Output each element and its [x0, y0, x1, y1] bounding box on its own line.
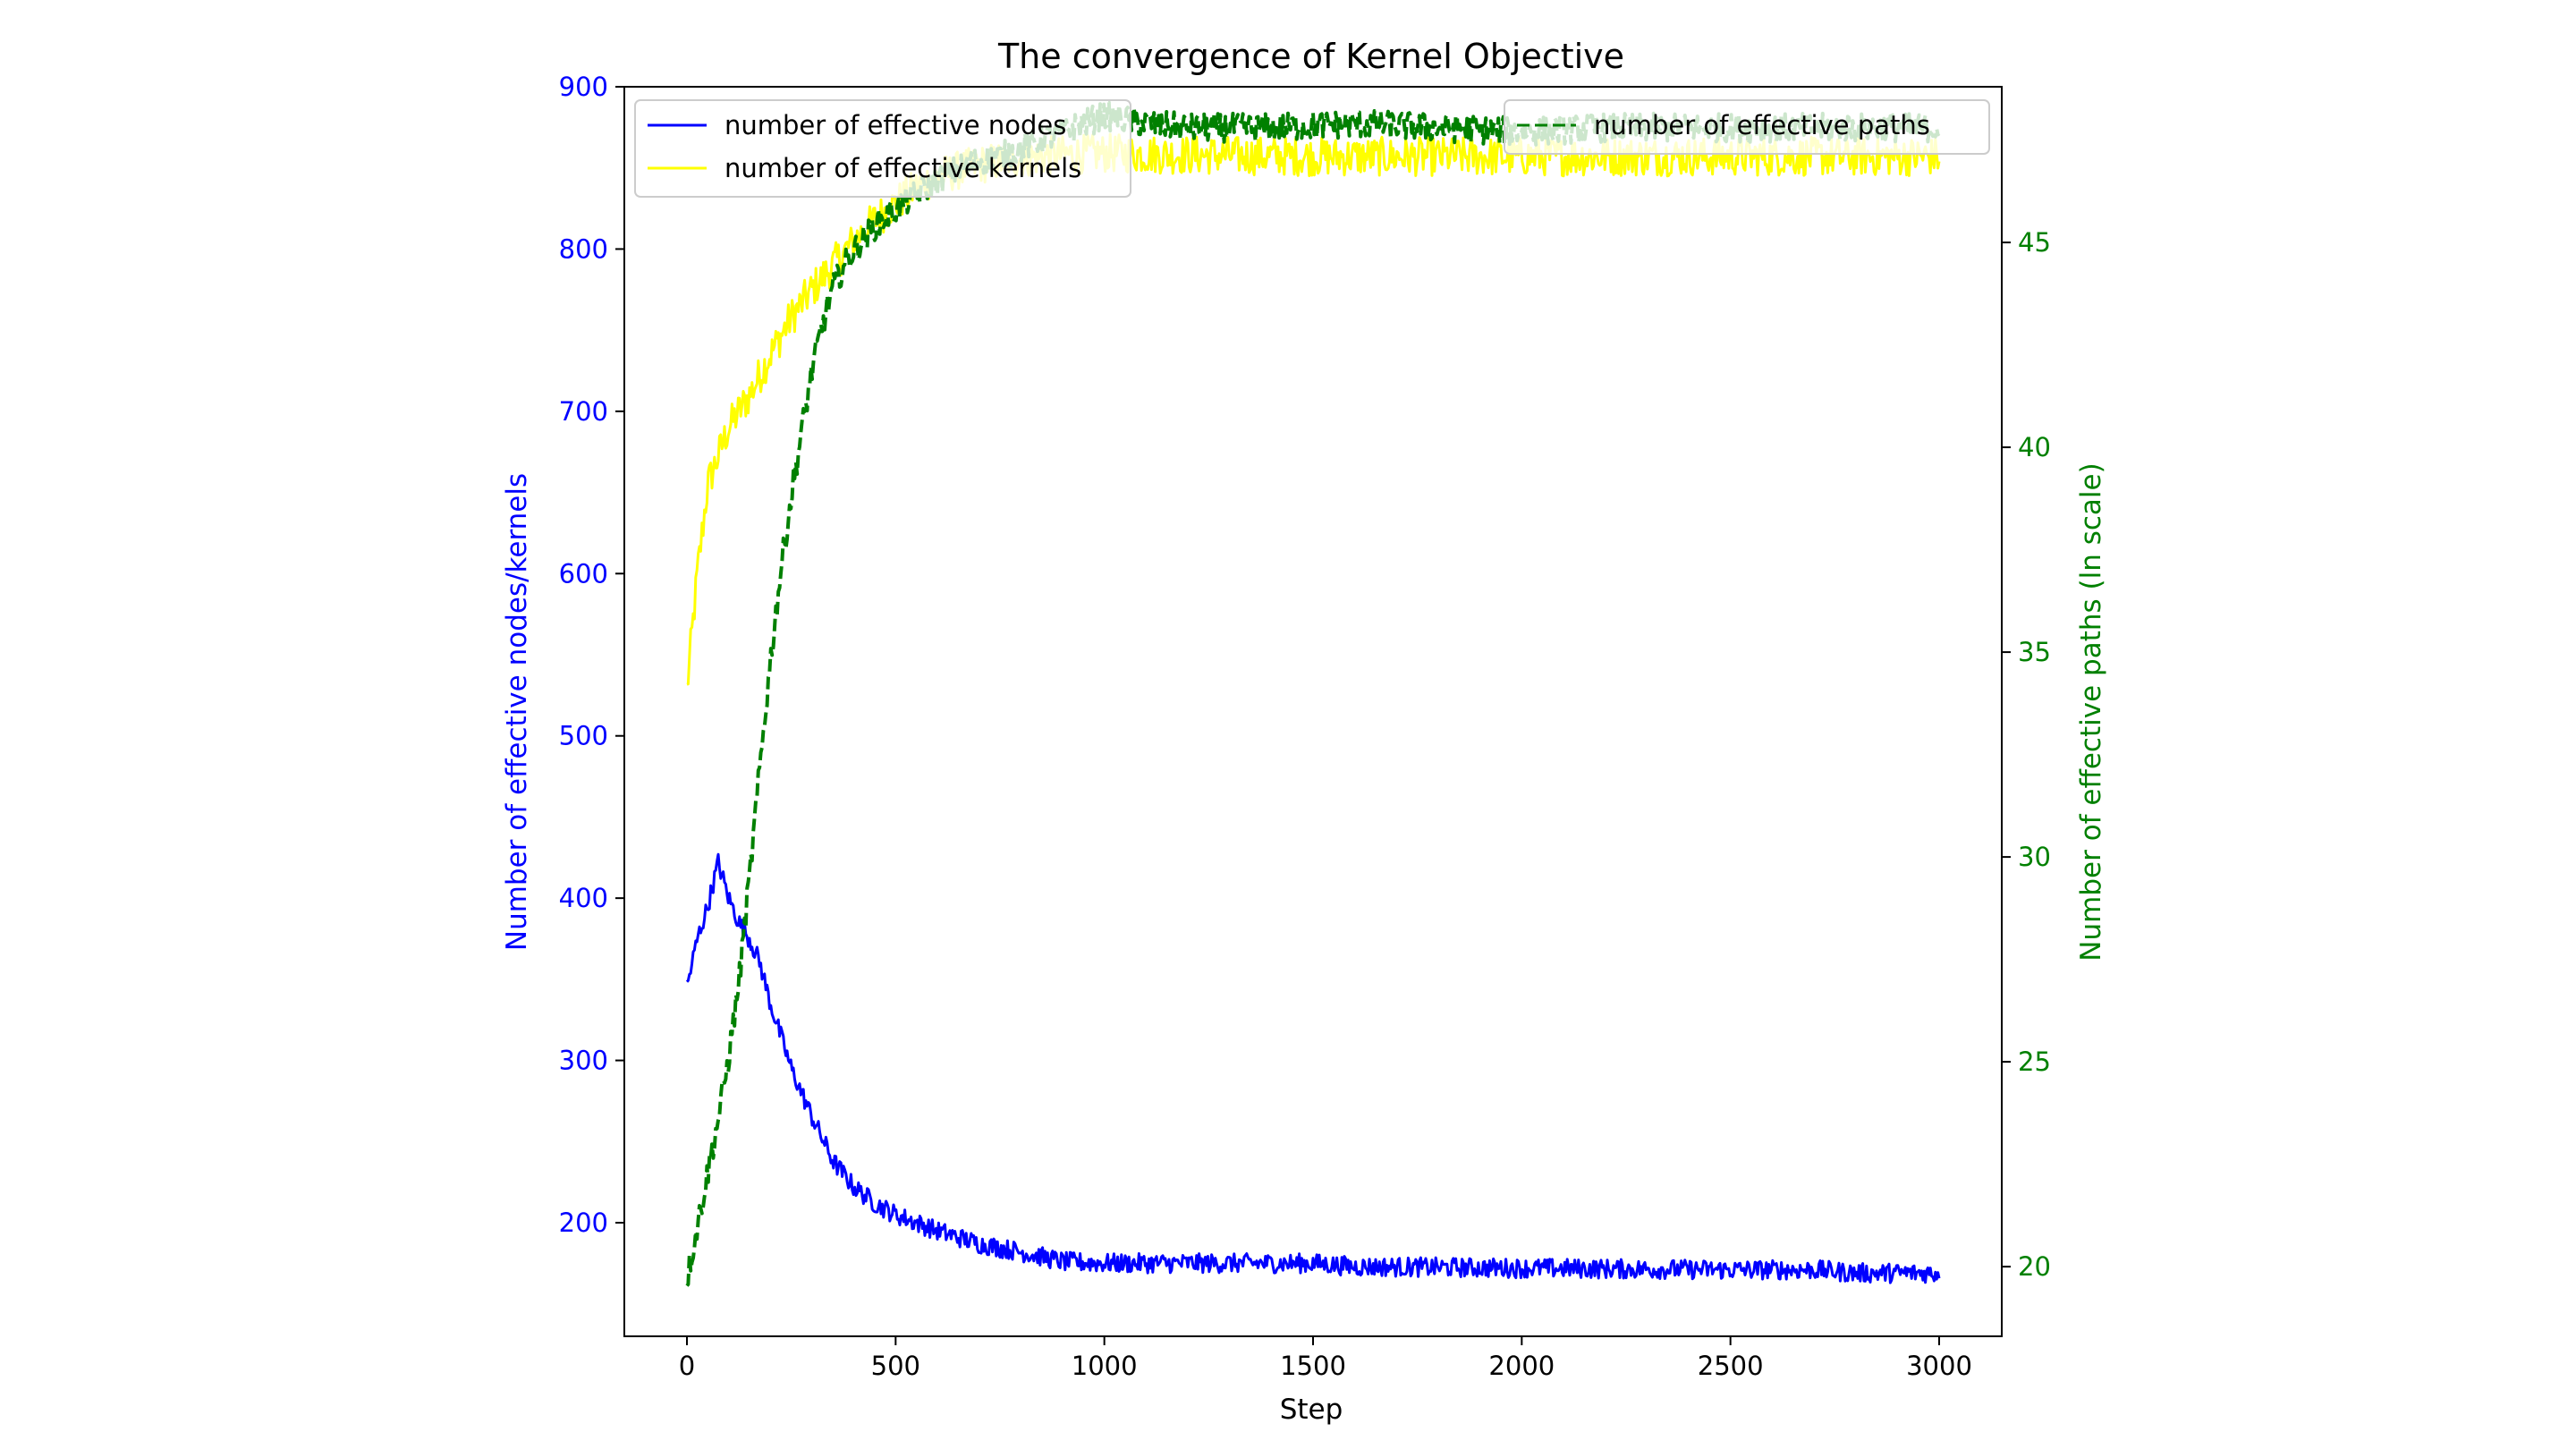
y-left-tick-label: 300	[559, 1046, 608, 1076]
y-right-axis-label: Number of effective paths (ln scale)	[2075, 462, 2107, 961]
x-axis: 0 500 1000 1500 2000 2500 3000	[679, 1336, 1972, 1381]
y-left-tick-label: 900	[559, 72, 608, 102]
x-tick-label: 2000	[1488, 1351, 1555, 1381]
legend-label: number of effective nodes	[724, 110, 1066, 140]
x-tick-label: 0	[679, 1351, 695, 1381]
y-left-axis-label: Number of effective nodes/kernels	[501, 473, 533, 951]
y-left-tick-label: 600	[559, 558, 608, 589]
x-tick-label: 3000	[1906, 1351, 1972, 1381]
y-right-tick-label: 45	[2018, 227, 2051, 258]
x-axis-label: Step	[1280, 1394, 1343, 1426]
y-left-tick-label: 800	[559, 233, 608, 264]
legend-box	[634, 99, 1131, 198]
y-right-tick-label: 30	[2018, 842, 2051, 872]
y-right-tick-label: 20	[2018, 1251, 2051, 1282]
legend-label: number of effective kernels	[724, 153, 1081, 183]
x-tick-label: 1500	[1280, 1351, 1346, 1381]
y-right-tick-label: 35	[2018, 637, 2051, 667]
x-tick-label: 2500	[1698, 1351, 1764, 1381]
y-right-tick-label: 25	[2018, 1046, 2051, 1077]
y-right-axis: 20 25 30 35 40 45	[2002, 227, 2051, 1282]
plot-frame	[623, 86, 2003, 1337]
legend-box	[1504, 99, 1990, 155]
x-tick-label: 500	[871, 1351, 920, 1381]
legend-label: number of effective paths	[1594, 110, 1930, 140]
y-left-tick-label: 200	[559, 1208, 608, 1238]
x-tick-label: 1000	[1072, 1351, 1138, 1381]
series-line	[685, 852, 1941, 1284]
series-line	[685, 100, 1941, 1287]
chart-title: The convergence of Kernel Objective	[997, 37, 1624, 76]
y-left-tick-label: 400	[559, 883, 608, 913]
y-left-tick-label: 700	[559, 396, 608, 427]
legend-right: number of effective paths	[1504, 99, 1990, 155]
y-left-tick-label: 500	[559, 721, 608, 751]
y-left-axis: 200 300 400 500 600 700 800 900	[559, 72, 624, 1238]
legend-left: number of effective nodes number of effec…	[634, 99, 1131, 198]
y-right-tick-label: 40	[2018, 432, 2051, 462]
